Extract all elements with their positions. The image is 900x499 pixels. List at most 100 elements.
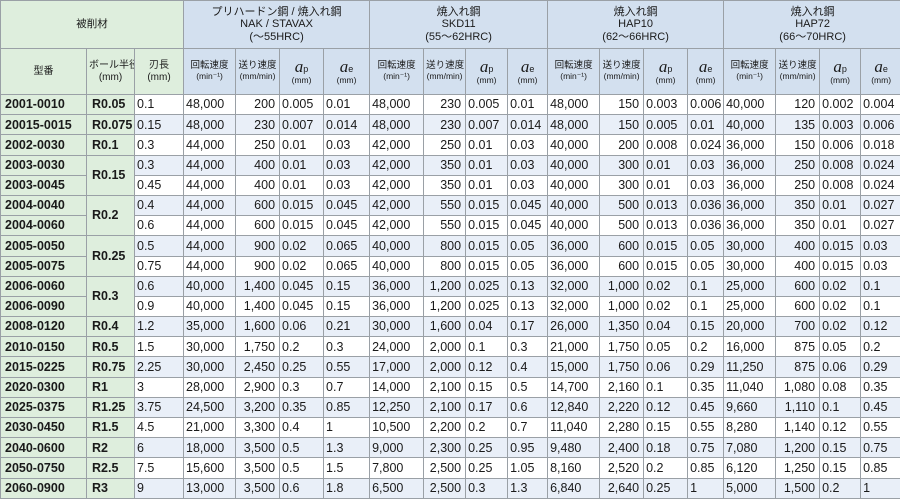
ae-cell: 0.045 <box>324 195 370 215</box>
ap-cell: 0.02 <box>644 296 688 316</box>
feed-cell: 1,400 <box>236 296 280 316</box>
ap-cell: 0.15 <box>820 438 861 458</box>
feed-cell: 2,160 <box>600 377 644 397</box>
ae-cell: 0.027 <box>861 216 900 236</box>
rpm-cell: 42,000 <box>370 195 424 215</box>
rpm-cell: 40,000 <box>724 115 776 135</box>
ae-cell: 0.75 <box>861 438 900 458</box>
ae-cell: 0.006 <box>861 115 900 135</box>
feed-cell: 1,140 <box>776 418 820 438</box>
feed-cell: 1,000 <box>600 276 644 296</box>
ball-radius-cell: R0.3 <box>87 276 135 316</box>
ae-cell: 0.85 <box>324 397 370 417</box>
ap-cell: 0.015 <box>466 256 508 276</box>
flute-length-cell: 0.9 <box>135 296 184 316</box>
ap-cell: 0.015 <box>280 195 324 215</box>
ae-cell: 0.15 <box>324 276 370 296</box>
rpm-cell: 11,040 <box>724 377 776 397</box>
model-cell: 2020-0300 <box>1 377 87 397</box>
ap-cell: 0.3 <box>466 478 508 498</box>
ap-cell: 0.12 <box>466 357 508 377</box>
ae-cell: 0.03 <box>324 175 370 195</box>
feed-cell: 250 <box>424 135 466 155</box>
rpm-cell: 48,000 <box>184 95 236 115</box>
ae-cell: 0.29 <box>861 357 900 377</box>
ap-cell: 0.2 <box>644 458 688 478</box>
ap-cell: 0.25 <box>466 458 508 478</box>
ae-cell: 0.036 <box>688 216 724 236</box>
ap-header-nak: ap(mm) <box>280 49 324 95</box>
ap-cell: 0.015 <box>466 195 508 215</box>
ball-radius-cell: R1.5 <box>87 418 135 438</box>
rpm-cell: 36,000 <box>724 216 776 236</box>
ap-cell: 0.008 <box>644 135 688 155</box>
ae-cell: 0.95 <box>508 438 548 458</box>
ap-cell: 0.06 <box>820 357 861 377</box>
feed-header-hap10: 送り速度(mm/min) <box>600 49 644 95</box>
rpm-cell: 25,000 <box>724 276 776 296</box>
rpm-cell: 9,000 <box>370 438 424 458</box>
rpm-cell: 6,120 <box>724 458 776 478</box>
ap-cell: 0.015 <box>820 236 861 256</box>
feed-cell: 150 <box>776 135 820 155</box>
ae-cell: 0.03 <box>861 236 900 256</box>
ball-radius-cell: R0.15 <box>87 155 135 195</box>
ae-cell: 0.13 <box>508 296 548 316</box>
ball-radius-cell: R0.25 <box>87 236 135 276</box>
flute-length-cell: 6 <box>135 438 184 458</box>
ap-header-hap10: ap(mm) <box>644 49 688 95</box>
ap-cell: 0.006 <box>820 135 861 155</box>
flute-length-cell: 1.5 <box>135 337 184 357</box>
ae-cell: 0.2 <box>688 337 724 357</box>
ae-cell: 0.35 <box>688 377 724 397</box>
feed-cell: 250 <box>236 135 280 155</box>
feed-cell: 2,000 <box>424 357 466 377</box>
rpm-cell: 32,000 <box>548 276 600 296</box>
feed-cell: 1,750 <box>236 337 280 357</box>
feed-cell: 150 <box>600 115 644 135</box>
rpm-cell: 7,080 <box>724 438 776 458</box>
feed-cell: 400 <box>236 175 280 195</box>
feed-cell: 2,520 <box>600 458 644 478</box>
ae-cell: 0.15 <box>688 317 724 337</box>
feed-cell: 350 <box>424 155 466 175</box>
feed-cell: 3,300 <box>236 418 280 438</box>
rpm-cell: 36,000 <box>724 175 776 195</box>
ae-cell: 0.03 <box>688 155 724 175</box>
ae-cell: 0.35 <box>861 377 900 397</box>
ap-cell: 0.5 <box>280 438 324 458</box>
ap-cell: 0.015 <box>280 216 324 236</box>
ball-radius-cell: R0.05 <box>87 95 135 115</box>
ap-header-skd11: ap(mm) <box>466 49 508 95</box>
rpm-cell: 44,000 <box>184 195 236 215</box>
flute-length-cell: 0.6 <box>135 276 184 296</box>
rpm-cell: 40,000 <box>548 216 600 236</box>
ae-cell: 0.05 <box>688 256 724 276</box>
model-cell: 2003-0030 <box>1 155 87 175</box>
ae-cell: 0.7 <box>508 418 548 438</box>
ball-radius-cell: R1 <box>87 377 135 397</box>
ap-cell: 0.1 <box>644 377 688 397</box>
rpm-cell: 44,000 <box>184 175 236 195</box>
material-skd11: 焼入れ鋼 SKD11 (55～62HRC) <box>370 1 548 49</box>
feed-cell: 400 <box>236 155 280 175</box>
feed-cell: 1,750 <box>600 357 644 377</box>
ae-cell: 0.85 <box>688 458 724 478</box>
ap-cell: 0.01 <box>820 216 861 236</box>
rpm-cell: 40,000 <box>548 155 600 175</box>
ap-cell: 0.01 <box>280 175 324 195</box>
rpm-cell: 48,000 <box>370 115 424 135</box>
feed-cell: 2,400 <box>600 438 644 458</box>
ae-cell: 0.15 <box>324 296 370 316</box>
ap-cell: 0.025 <box>466 276 508 296</box>
ap-header-hap72: ap(mm) <box>820 49 861 95</box>
